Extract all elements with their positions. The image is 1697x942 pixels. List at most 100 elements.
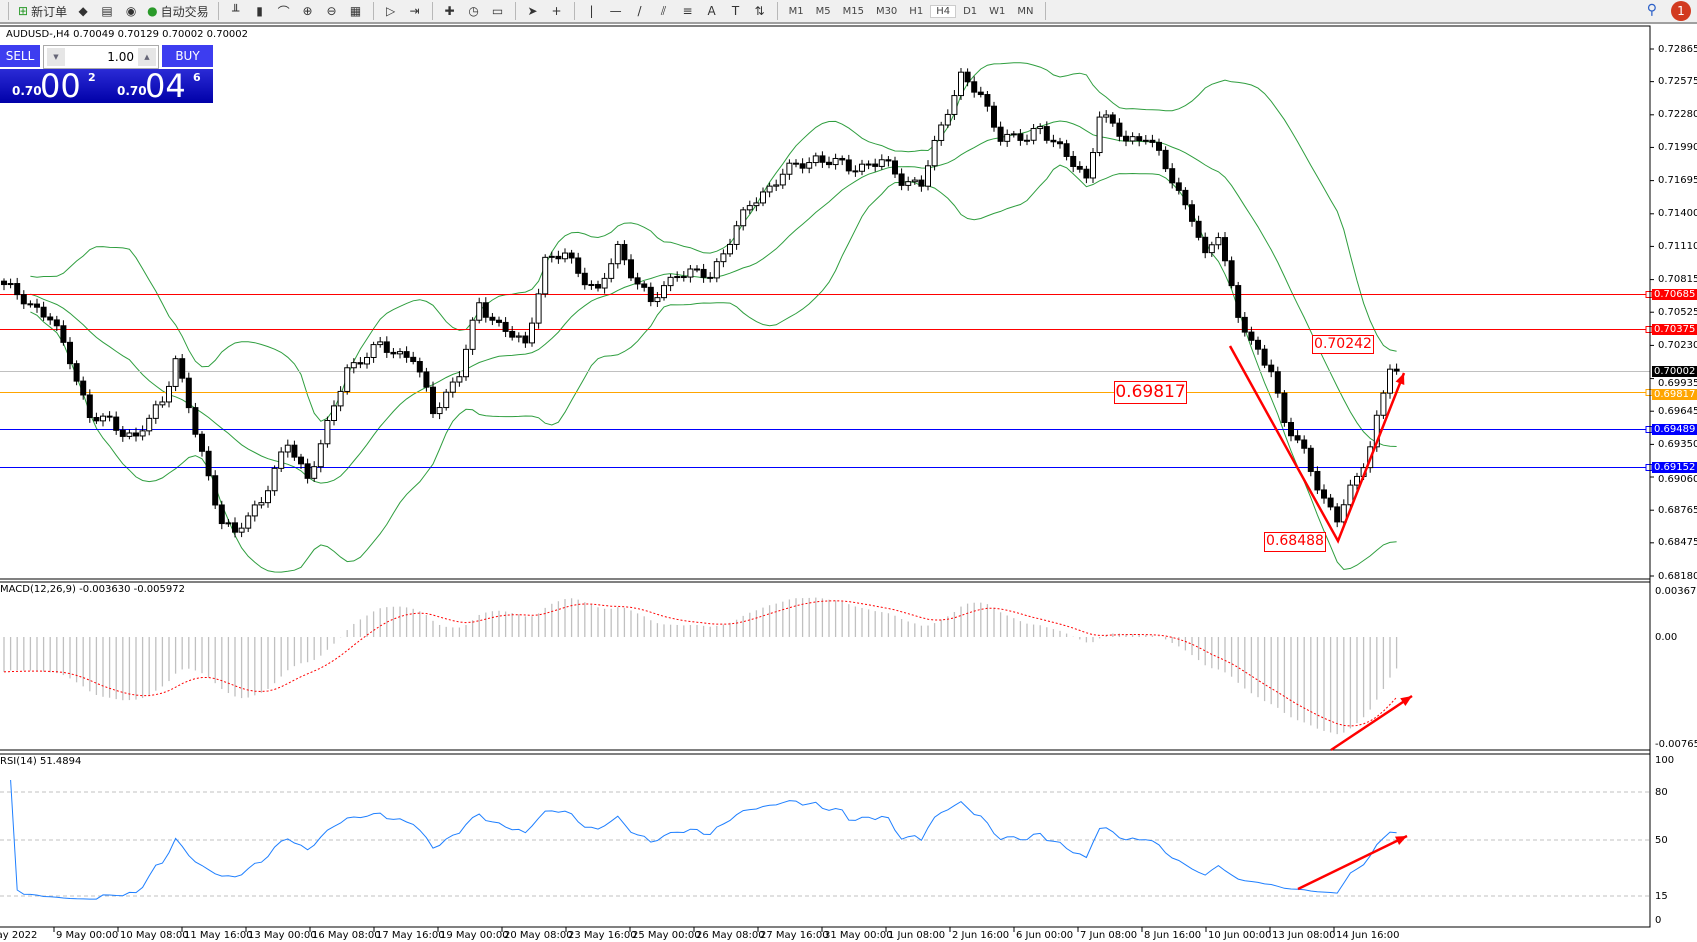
- line-chart-button[interactable]: ⌒: [273, 0, 295, 22]
- timeframe-m15[interactable]: M15: [842, 5, 864, 17]
- price-line-label: 0.70002: [1652, 366, 1697, 377]
- candle-bear: [1156, 141, 1162, 151]
- price-tick-label: 0.72575: [1658, 76, 1697, 88]
- price-line-label: 0.69152: [1652, 462, 1697, 473]
- bollinger-upper: [30, 62, 1397, 422]
- candle-bull: [588, 283, 595, 286]
- text-button[interactable]: A: [701, 0, 723, 22]
- fibonacci-button[interactable]: ≡: [677, 0, 699, 22]
- annotation-low[interactable]: 0.68488: [1264, 532, 1326, 552]
- candle-bull: [746, 205, 753, 211]
- vertical-line-button[interactable]: |: [581, 0, 603, 22]
- arrows-button[interactable]: ⇅: [749, 0, 771, 22]
- time-label: 25 May 00:00: [632, 930, 701, 941]
- candle-bear: [898, 173, 905, 186]
- ask-sup: 6: [193, 71, 201, 84]
- sell-button[interactable]: SELL: [0, 45, 40, 67]
- rsi-arrow-head: [1395, 836, 1407, 846]
- periods-button[interactable]: ◷: [463, 0, 485, 22]
- v-reversal-arrow-head: [1395, 373, 1405, 385]
- rsi-tick-label: 0: [1655, 914, 1662, 926]
- timeframe-mn[interactable]: MN: [1017, 5, 1034, 17]
- candle-bear: [291, 444, 298, 458]
- candle-bear: [86, 394, 93, 419]
- text-label-button[interactable]: T: [725, 0, 747, 22]
- candle-bear: [1123, 135, 1129, 142]
- candle-bull: [661, 285, 667, 299]
- navigator-icon: ◉: [125, 4, 137, 18]
- horizontal-line-button[interactable]: —: [605, 0, 627, 22]
- timeframe-w1[interactable]: W1: [989, 5, 1006, 17]
- candle-bear: [298, 456, 304, 465]
- candle-bear: [60, 325, 67, 343]
- tile-windows-button[interactable]: ▦: [345, 0, 367, 22]
- zoom-in-button[interactable]: ⊕: [297, 0, 319, 22]
- candlestick-button[interactable]: ▮: [249, 0, 271, 22]
- candle-bull: [535, 293, 542, 324]
- bar-chart-button[interactable]: ╨: [225, 0, 247, 22]
- auto-trading-button[interactable]: ● 自动交易: [144, 0, 212, 22]
- lots-value[interactable]: 1.00: [107, 50, 134, 64]
- data-window-button[interactable]: ▤: [96, 0, 118, 22]
- price-tick-label: 0.68475: [1658, 537, 1697, 549]
- notification-badge[interactable]: 1: [1671, 1, 1691, 21]
- trendline-button[interactable]: /: [629, 0, 651, 22]
- v-reversal-arrow: [1228, 345, 1406, 544]
- candle-bull: [806, 162, 813, 169]
- price-tick-label: 0.69645: [1658, 405, 1697, 417]
- candle-bear: [1050, 139, 1057, 143]
- lots-increase-icon[interactable]: ▲: [138, 48, 156, 66]
- timeframe-m5[interactable]: M5: [815, 5, 831, 17]
- ask-price[interactable]: 0.70 04 6: [105, 67, 213, 105]
- candle-bear: [199, 433, 205, 452]
- candle-bull: [720, 253, 727, 263]
- annotation-high[interactable]: 0.70242: [1312, 335, 1374, 354]
- bid-price[interactable]: 0.70 00 2: [0, 67, 105, 105]
- candle-bear: [1136, 136, 1143, 142]
- timeframe-h1[interactable]: H1: [909, 5, 924, 17]
- candle-bear: [872, 163, 879, 167]
- timeframe-m1[interactable]: M1: [788, 5, 804, 17]
- candle-bull: [1090, 152, 1096, 179]
- navigator-button[interactable]: ◉: [120, 0, 142, 22]
- timeframe-d1[interactable]: D1: [963, 5, 978, 17]
- candle-bull: [753, 202, 760, 207]
- toolbar-separator: [776, 2, 778, 20]
- market-watch-button[interactable]: ◆: [72, 0, 94, 22]
- candle-bull: [7, 283, 14, 286]
- candle-bull: [370, 344, 377, 358]
- indicators-button[interactable]: ✚: [439, 0, 461, 22]
- candle-bear: [1255, 339, 1261, 350]
- candle-bear: [1169, 168, 1176, 184]
- candle-bull: [951, 95, 958, 115]
- bid-prefix: 0.70: [12, 84, 42, 98]
- candle-bear: [1248, 331, 1255, 341]
- candle-bear: [1241, 316, 1248, 333]
- crosshair-button[interactable]: +: [546, 0, 568, 22]
- timeframe-h4[interactable]: H4: [930, 4, 957, 18]
- timeframe-m30[interactable]: M30: [875, 5, 898, 17]
- search-icon[interactable]: ⚲: [1646, 2, 1657, 18]
- annotation-mid[interactable]: 0.69817: [1114, 381, 1187, 404]
- trendline-icon: /: [637, 4, 642, 18]
- candle-bear: [892, 160, 898, 175]
- equidistant-channel-button[interactable]: ⫽: [653, 0, 675, 22]
- rsi-tick-label: 50: [1655, 834, 1668, 846]
- candle-bear: [20, 294, 27, 305]
- lots-decrease-icon[interactable]: ▼: [47, 48, 65, 66]
- candle-bull: [1380, 392, 1387, 416]
- candle-bear: [1281, 392, 1288, 424]
- cursor-button[interactable]: ➤: [522, 0, 544, 22]
- autoscroll-button[interactable]: ▷: [380, 0, 402, 22]
- candle-bear: [1314, 470, 1321, 491]
- zoom-out-button[interactable]: ⊖: [321, 0, 343, 22]
- candle-bear: [1393, 368, 1400, 372]
- buy-button[interactable]: BUY: [162, 45, 213, 67]
- templates-button[interactable]: ▭: [487, 0, 509, 22]
- fibonacci-icon: ≡: [682, 4, 693, 18]
- lots-field[interactable]: ▼ 1.00 ▲: [43, 45, 159, 69]
- price-tick-label: 0.71400: [1658, 208, 1697, 220]
- new-order-button[interactable]: ⊞ 新订单: [15, 0, 70, 22]
- chart-shift-button[interactable]: ⇥: [404, 0, 426, 22]
